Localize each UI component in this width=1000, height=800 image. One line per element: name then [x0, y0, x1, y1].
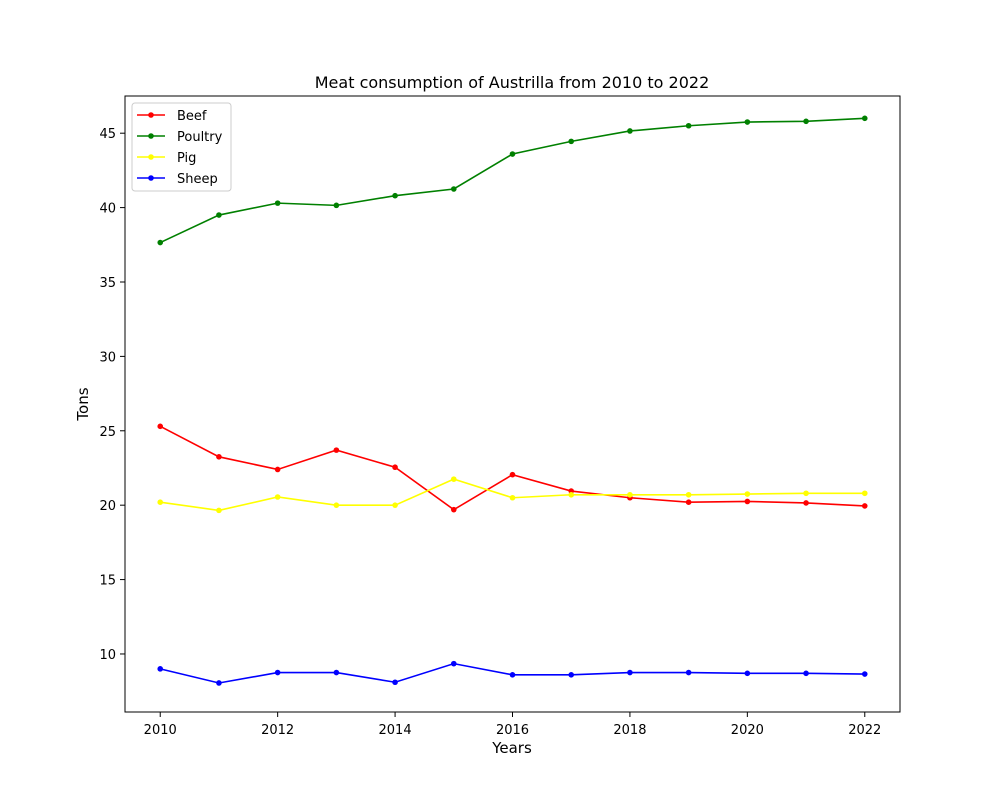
data-point-beef: [157, 423, 164, 430]
data-point-pig: [157, 499, 164, 506]
x-tick-label: 2010: [144, 723, 177, 738]
y-tick-label: 40: [99, 202, 116, 217]
legend-item-sheep: Sheep: [137, 172, 218, 187]
data-point-pig: [216, 507, 222, 514]
y-tick-label: 45: [99, 127, 116, 142]
data-point-pig: [627, 491, 633, 498]
x-axis-label: Years: [491, 739, 532, 757]
legend-marker-poultry: [148, 133, 154, 139]
series-pig: [157, 476, 868, 514]
chart-title: Meat consumption of Austrilla from 2010 …: [315, 73, 710, 92]
data-point-sheep: [627, 669, 633, 676]
data-point-sheep: [861, 671, 868, 677]
series-poultry: [157, 115, 868, 246]
data-point-sheep: [333, 669, 340, 676]
data-point-beef: [803, 500, 809, 506]
data-point-beef: [450, 506, 457, 513]
y-tick-label: 35: [99, 276, 116, 291]
data-point-beef: [216, 454, 222, 460]
y-tick-label: 10: [99, 648, 116, 663]
data-point-sheep: [803, 670, 809, 677]
data-point-beef: [509, 471, 516, 478]
data-point-poultry: [157, 239, 164, 246]
data-point-beef: [392, 464, 398, 471]
x-tick-label: 2012: [261, 723, 294, 738]
data-point-poultry: [216, 212, 222, 218]
data-point-pig: [509, 494, 516, 501]
data-point-poultry: [333, 202, 340, 209]
data-point-pig: [861, 490, 868, 497]
data-point-pig: [450, 476, 457, 482]
legend-label-poultry: Poultry: [177, 130, 223, 145]
data-point-sheep: [509, 672, 516, 678]
legend-item-pig: Pig: [137, 151, 196, 166]
data-point-poultry: [509, 151, 516, 157]
data-point-sheep: [392, 679, 398, 686]
x-tick-label: 2014: [379, 723, 412, 738]
y-tick-label: 20: [99, 499, 116, 514]
data-point-pig: [274, 494, 281, 500]
x-tick-label: 2022: [848, 723, 881, 738]
data-point-beef: [685, 499, 692, 506]
data-point-pig: [685, 491, 692, 498]
legend-marker-beef: [148, 112, 154, 118]
x-axis-ticks: 2010 2012 2014 2016 2018 2020 2022: [144, 712, 881, 738]
data-point-poultry: [274, 200, 281, 206]
y-axis-label: Tons: [74, 387, 92, 421]
data-point-pig: [744, 491, 751, 497]
data-point-poultry: [392, 192, 398, 199]
data-point-beef: [744, 498, 751, 505]
data-point-sheep: [450, 660, 457, 667]
series-beef: [157, 423, 868, 513]
y-tick-label: 15: [99, 574, 116, 589]
series-sheep: [157, 660, 868, 686]
data-point-sheep: [157, 666, 164, 672]
y-axis-ticks: 10 15 20 25 30 35 40 45: [99, 127, 125, 663]
legend-box: [131, 102, 232, 192]
legend-marker-sheep: [148, 175, 154, 181]
data-point-pig: [392, 502, 398, 508]
data-point-poultry: [744, 119, 751, 125]
data-point-beef: [274, 466, 281, 473]
x-tick-label: 2020: [731, 723, 764, 738]
legend-marker-pig: [148, 154, 154, 160]
data-point-poultry: [685, 122, 692, 129]
data-point-sheep: [744, 670, 751, 677]
x-tick-label: 2016: [496, 723, 529, 738]
data-point-beef: [333, 447, 340, 453]
data-point-pig: [568, 491, 575, 498]
data-point-beef: [861, 503, 868, 509]
data-point-sheep: [685, 669, 692, 676]
data-point-poultry: [568, 138, 575, 145]
legend: Beef Poultry Pig Sheep: [131, 102, 232, 192]
data-point-poultry: [803, 118, 809, 125]
y-tick-label: 30: [99, 350, 116, 365]
data-point-sheep: [274, 669, 281, 676]
data-point-sheep: [216, 680, 222, 686]
series-layer: [157, 115, 868, 686]
legend-label-pig: Pig: [177, 151, 196, 166]
legend-item-beef: Beef: [137, 109, 207, 124]
x-tick-label: 2018: [613, 723, 646, 738]
legend-label-sheep: Sheep: [177, 172, 218, 187]
data-point-pig: [803, 490, 809, 497]
data-point-poultry: [861, 115, 868, 122]
data-point-poultry: [627, 128, 633, 134]
plot-frame: [124, 95, 901, 713]
data-point-sheep: [568, 672, 575, 678]
y-tick-label: 25: [99, 425, 116, 440]
data-point-poultry: [450, 186, 457, 192]
legend-item-poultry: Poultry: [137, 130, 223, 145]
data-point-pig: [333, 502, 340, 508]
legend-label-beef: Beef: [177, 109, 207, 124]
